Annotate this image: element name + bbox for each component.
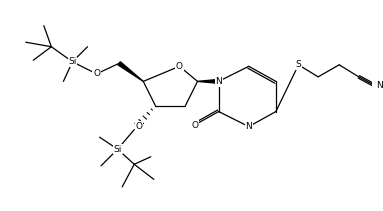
Text: S: S <box>296 60 301 69</box>
Text: O: O <box>191 121 198 130</box>
Text: N: N <box>215 77 222 86</box>
Polygon shape <box>198 79 219 83</box>
Text: O: O <box>176 62 183 71</box>
Polygon shape <box>118 62 143 81</box>
Text: Si: Si <box>68 57 77 66</box>
Text: O: O <box>93 69 100 78</box>
Text: O: O <box>135 122 142 131</box>
Text: Si: Si <box>113 145 122 154</box>
Text: N: N <box>246 122 252 131</box>
Text: N: N <box>376 81 383 89</box>
